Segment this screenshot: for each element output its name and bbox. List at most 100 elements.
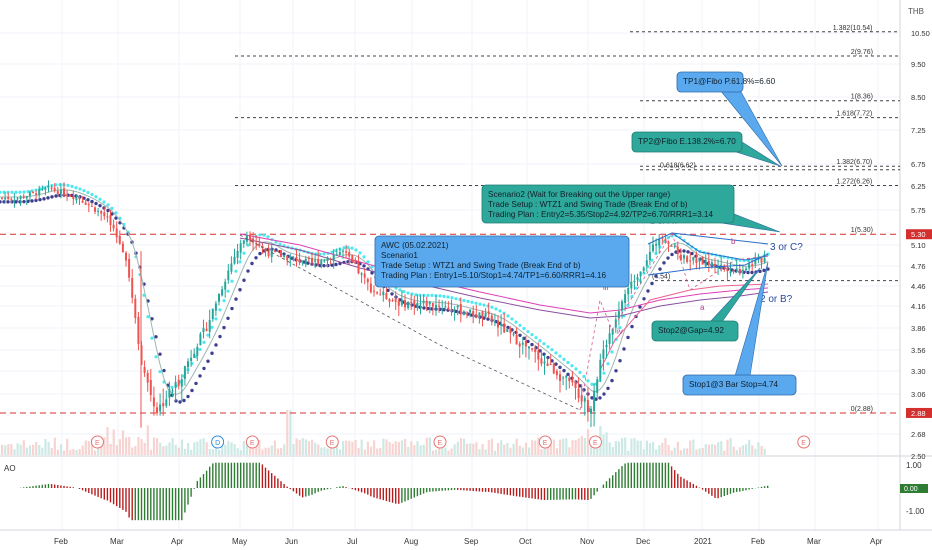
- candle-body: [218, 294, 220, 302]
- candle-body: [686, 256, 689, 262]
- ema-slow-dot: [90, 199, 94, 204]
- volume-bar: [252, 447, 255, 455]
- ema-fast-dot: [438, 294, 442, 298]
- ao-tick-label: -1.00: [906, 507, 925, 516]
- ema-fast-dot: [514, 320, 518, 324]
- candle-body: [227, 270, 230, 281]
- volume-bar: [382, 438, 385, 455]
- volume-bar: [50, 447, 53, 455]
- candle-body: [552, 363, 555, 374]
- time-tick-label: Nov: [580, 537, 594, 546]
- ema-slow-dot: [242, 278, 246, 282]
- volume-bar: [242, 440, 245, 455]
- candle-body: [255, 242, 258, 244]
- volume-bar: [276, 448, 280, 455]
- candle-body: [162, 403, 165, 407]
- volume-bar: [407, 446, 410, 455]
- volume-bar: [413, 445, 416, 455]
- volume-bar: [425, 437, 428, 455]
- ema-slow-dot: [750, 270, 754, 275]
- volume-bar: [47, 442, 50, 455]
- volume-bar: [524, 442, 528, 455]
- volume-bar: [267, 447, 270, 455]
- ema-fast-dot: [506, 314, 510, 318]
- candle-body: [22, 196, 25, 198]
- candle-body: [481, 311, 484, 319]
- volume-bar: [245, 443, 249, 455]
- candle-body: [500, 323, 503, 326]
- ema-fast-dot: [430, 293, 434, 297]
- fib-level-label: 1.272(6.26): [836, 179, 872, 186]
- ema-fast-dot: [18, 190, 22, 194]
- volume-bar: [81, 445, 84, 455]
- volume-bar: [63, 450, 66, 455]
- volume-bar: [667, 444, 670, 455]
- volume-bar: [53, 437, 56, 455]
- time-tick-label: Mar: [807, 537, 821, 546]
- volume-bar: [329, 446, 332, 455]
- ema-fast-dot: [342, 246, 346, 250]
- candle-body: [242, 240, 245, 244]
- volume-bar: [500, 440, 503, 455]
- wave-upper-line: [647, 232, 769, 261]
- ema-fast-dot: [34, 188, 38, 192]
- price-tick-label: 8.50: [911, 93, 926, 102]
- tp1-callout-line-0: TP1@Fibo P.61.8%=6.60: [683, 77, 776, 86]
- ema-fast-dot: [566, 360, 570, 365]
- price-badge-label: 5.30: [911, 230, 926, 239]
- volume-bar: [562, 438, 565, 455]
- volume-bar: [345, 440, 348, 455]
- volume-bar: [311, 439, 314, 455]
- ema-slow-dot: [386, 288, 390, 293]
- candle-body: [416, 302, 419, 308]
- ema-fast-dot: [366, 260, 370, 264]
- event-marker-label: D: [215, 440, 220, 447]
- volume-bar: [692, 439, 695, 455]
- scenario1-callout-line-1: Scenario1: [381, 251, 418, 260]
- ema-fast-dot: [346, 245, 350, 250]
- candle-body: [521, 342, 524, 345]
- ema-fast-dot: [350, 246, 354, 250]
- price-badge: [906, 229, 932, 240]
- volume-bar: [218, 449, 221, 455]
- scenario1-callout-line-3: Trading Plan : Entry1=5.10/Stop1=4.74/TP…: [381, 271, 606, 280]
- volume-bar: [608, 442, 611, 455]
- ema-fast-dot: [550, 348, 554, 352]
- candle-body: [121, 243, 124, 253]
- volume-bar: [190, 449, 193, 455]
- candle-body: [745, 268, 747, 271]
- ema-slow-dot: [234, 297, 238, 301]
- volume-bar: [221, 446, 224, 455]
- volume-bar: [25, 447, 28, 455]
- ema-fast-dot: [318, 252, 322, 256]
- volume-bar: [187, 443, 190, 455]
- event-marker: [211, 435, 225, 449]
- candle-body: [549, 364, 552, 366]
- volume-bar: [56, 449, 59, 455]
- volume-bar: [28, 445, 32, 455]
- volume-bar: [568, 447, 571, 455]
- ema-fast-dot: [634, 286, 638, 290]
- volume-bar: [165, 445, 168, 455]
- ema-slow-dot: [246, 269, 250, 273]
- volume-bar: [748, 439, 751, 455]
- ema-fast-dot: [262, 233, 266, 237]
- ema-fast-dot: [466, 299, 470, 303]
- volume-bar: [205, 442, 208, 455]
- candle-body: [376, 292, 379, 294]
- ema-slow-dot: [22, 199, 26, 204]
- volume-bar: [4, 445, 7, 455]
- ema-fast-dot: [538, 339, 542, 343]
- volume-bar: [431, 450, 435, 455]
- volume-bar: [574, 440, 577, 455]
- ema-fast-dot: [414, 293, 418, 297]
- tp2-callout-line-0: TP2@Fibo E.138.2%=6.70: [638, 137, 736, 146]
- candle-body: [351, 254, 354, 262]
- ema-slow-dot: [254, 256, 258, 260]
- ema-slow-dot: [746, 270, 750, 275]
- ema-slow-dot: [518, 333, 522, 337]
- ema-slow-dot: [598, 396, 602, 400]
- volume-bar: [236, 448, 239, 455]
- volume-bar: [521, 447, 524, 455]
